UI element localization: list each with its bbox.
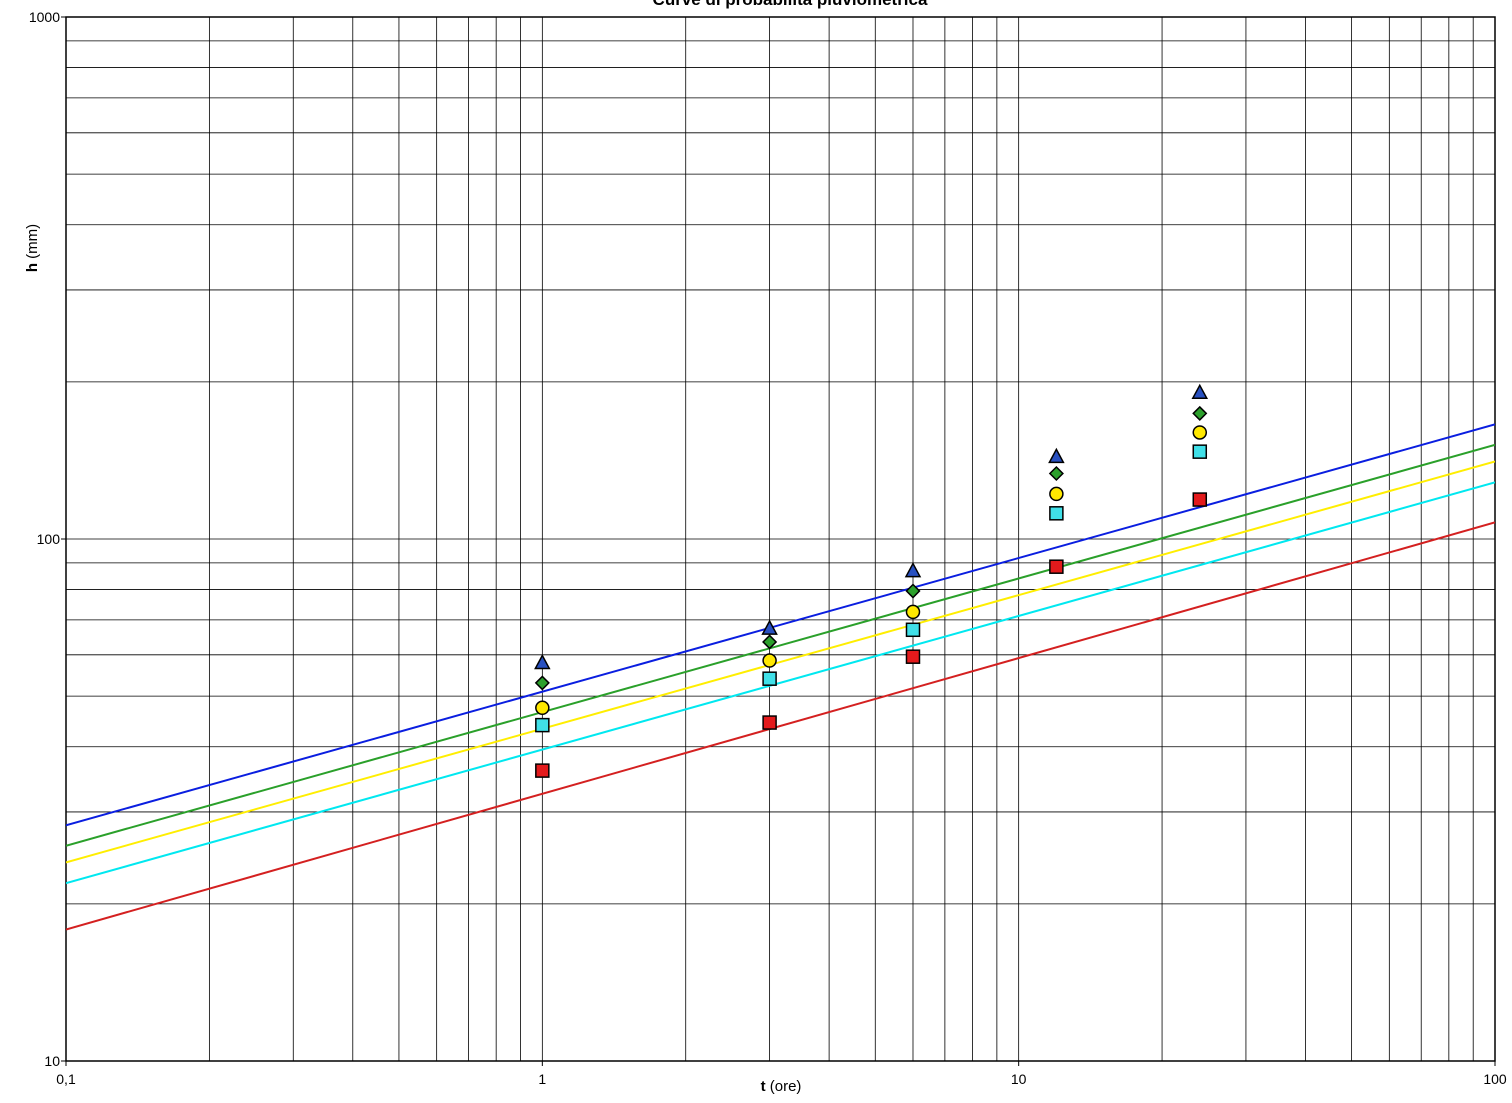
plot-area (65, 16, 1496, 1062)
data-point (534, 653, 551, 670)
y-axis-label-unit: (mm) (24, 224, 41, 263)
fit-lines (66, 423, 1495, 931)
data-point (905, 604, 921, 620)
data-point (1192, 425, 1208, 440)
y-tick-label: 1000 (29, 9, 60, 25)
x-tick-label: 1 (538, 1071, 546, 1087)
y-axis-tick-labels: 10 100 1000 (29, 9, 60, 1069)
fit-line (66, 460, 1495, 864)
data-point (1192, 444, 1208, 459)
fit-line (66, 521, 1495, 931)
data-point (762, 653, 777, 668)
data-point (762, 634, 778, 650)
data-point (535, 700, 550, 716)
data-point (535, 763, 550, 778)
data-point (1192, 405, 1208, 421)
data-point (905, 622, 921, 638)
x-tick-label: 100 (1483, 1071, 1507, 1087)
y-tick-label: 10 (44, 1053, 60, 1069)
y-axis-label: h (mm) (24, 224, 41, 272)
data-point (535, 717, 550, 733)
x-axis-label-symbol: t (761, 1078, 766, 1095)
data-markers (534, 383, 1209, 778)
data-point (762, 715, 777, 730)
fit-line (66, 481, 1495, 885)
x-tick-label: 0,1 (56, 1071, 76, 1087)
data-point (904, 561, 922, 578)
data-point (534, 675, 550, 691)
data-point (905, 649, 921, 664)
data-point (1048, 465, 1064, 482)
fit-line (66, 443, 1495, 847)
data-point (905, 583, 921, 599)
data-point (762, 671, 777, 686)
chart-title: Curve di probabilità pluviometrica (653, 0, 928, 9)
y-axis-label-symbol: h (24, 263, 41, 272)
plot-grid (61, 16, 1496, 1066)
data-point (1048, 447, 1065, 464)
data-point (1049, 559, 1064, 574)
x-axis-tick-labels: 0,1 1 10 100 (56, 1071, 1507, 1087)
data-point (1192, 492, 1208, 507)
x-axis-label: t (ore) (761, 1078, 802, 1095)
data-point (761, 619, 778, 635)
data-point (1191, 383, 1209, 400)
data-point (1049, 486, 1064, 502)
x-tick-label: 10 (1011, 1071, 1027, 1087)
data-point (1049, 506, 1064, 521)
x-axis-label-unit: (ore) (766, 1078, 802, 1095)
fit-line (66, 423, 1495, 827)
y-tick-label: 100 (37, 531, 61, 547)
